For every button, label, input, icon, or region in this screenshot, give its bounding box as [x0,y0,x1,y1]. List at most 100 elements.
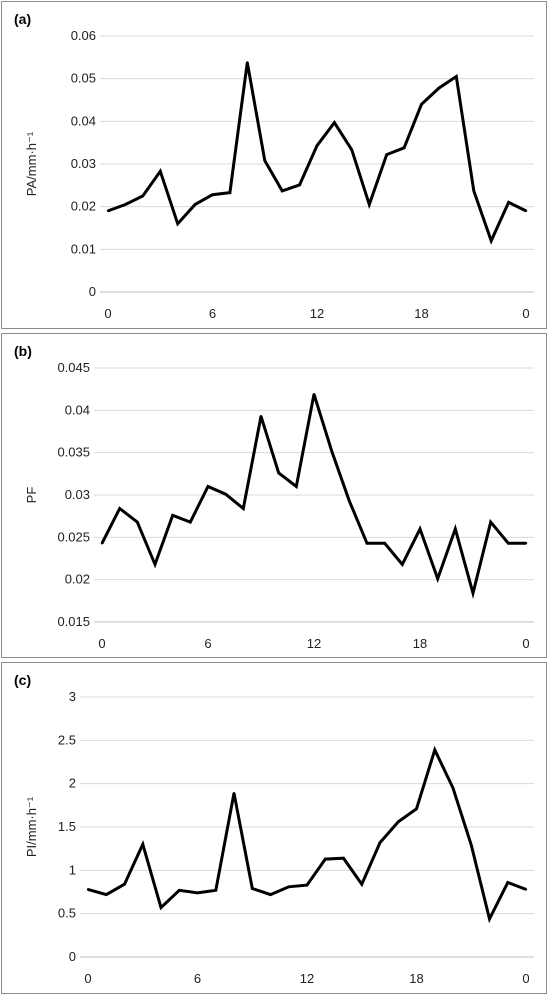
y-tick-a-3: 0.03 [71,156,96,171]
data-point-b-4 [171,514,174,517]
data-point-a-14 [350,148,354,152]
x-tick-b-3: 18 [413,636,427,651]
y-axis-label-b: PF [24,487,39,504]
data-point-b-14 [348,499,351,503]
data-point-c-16 [378,841,382,844]
data-point-a-17 [402,146,406,149]
data-point-a-11 [298,183,301,187]
data-point-c-7 [214,889,217,892]
y-tick-b-0: 0.015 [57,614,90,629]
data-point-c-0 [86,888,90,891]
y-tick-b-1: 0.02 [65,572,90,587]
x-tick-c-4: 0 [522,971,529,986]
data-point-c-2 [123,883,126,886]
panel-label-c: (c) [14,672,31,688]
data-point-b-17 [401,563,404,566]
y-tick-b-3: 0.03 [65,487,90,502]
data-point-b-1 [118,507,121,510]
x-tick-c-3: 18 [409,971,423,986]
data-point-c-15 [360,883,363,886]
data-point-a-6 [211,193,214,196]
chart-a: (a) 0 0.01 0.02 0.03 0.04 0.05 0.06 0 6 12 18 0 PA/mm… [14,11,534,321]
data-point-b-5 [189,520,192,524]
x-tick-c-1: 6 [194,971,201,986]
y-tick-c-6: 3 [69,689,76,704]
data-point-b-8 [242,507,245,510]
data-point-c-18 [415,807,418,810]
x-tick-a-0: 0 [104,306,111,321]
data-point-b-20 [454,527,457,531]
data-point-a-20 [455,75,458,78]
y-tick-c-3: 1.5 [58,819,76,834]
data-point-c-19 [433,748,436,752]
x-tick-b-2: 12 [307,636,321,651]
y-tick-a-6: 0.06 [71,28,96,43]
data-point-c-22 [488,917,491,921]
data-point-a-15 [368,203,371,206]
data-point-b-9 [259,415,263,418]
panel-c: (c) 0 0.5 1 1.5 2 2.5 3 0 6 12 18 0 PI/mm·h⁻¹ [1,662,547,994]
data-point-c-1 [105,893,108,896]
y-tick-c-4: 2 [69,776,76,791]
data-point-a-22 [489,239,493,242]
y-tick-a-4: 0.04 [71,113,96,128]
data-point-a-3 [159,170,162,173]
data-point-a-24 [524,209,528,213]
data-point-c-9 [251,887,254,890]
data-point-b-23 [507,542,510,545]
data-point-b-0 [100,542,104,545]
data-point-a-13 [333,121,336,124]
x-tick-a-1: 6 [209,306,216,321]
data-point-c-13 [324,857,327,861]
data-point-a-16 [385,153,388,156]
panel-label-b: (b) [14,343,32,359]
data-point-b-16 [383,542,386,545]
data-point-a-5 [193,203,197,206]
data-point-c-3 [141,843,144,846]
x-tick-c-2: 12 [300,971,314,986]
data-point-a-19 [437,86,441,90]
data-point-c-14 [342,857,345,860]
y-tick-c-2: 1 [69,862,76,877]
x-tick-a-2: 12 [310,306,324,321]
data-point-b-12 [312,393,316,396]
data-point-c-24 [524,888,528,891]
y-tick-a-2: 0.02 [71,199,96,214]
data-point-b-21 [471,592,475,595]
panel-a: (a) 0 0.01 0.02 0.03 0.04 0.05 0.06 0 6 12 18 0 PA/mm… [1,1,547,329]
data-point-a-21 [472,189,475,193]
y-axis-label-c: PI/mm·h⁻¹ [24,796,39,857]
data-point-b-15 [365,542,369,545]
data-point-b-22 [489,520,492,524]
data-point-b-19 [436,577,439,581]
y-tick-c-1: 0.5 [58,906,76,921]
data-point-b-3 [153,563,157,566]
data-point-b-13 [330,449,333,453]
y-tick-b-6: 0.045 [57,360,90,375]
data-point-c-17 [397,820,400,823]
data-point-c-21 [470,844,473,847]
chart-b: (b) 0.015 0.02 0.025 0.03 0.035 0.04 0.045 0 6 12 1… [14,343,534,651]
panel-b: (b) 0.015 0.02 0.025 0.03 0.035 0.04 0.045 0 6 12 1… [1,333,547,658]
x-tick-b-1: 6 [204,636,211,651]
data-point-a-12 [315,144,319,147]
data-point-a-23 [507,201,510,204]
data-point-a-9 [263,159,266,162]
y-tick-b-2: 0.025 [57,529,90,544]
x-tick-c-0: 0 [84,971,91,986]
data-point-c-12 [305,883,309,887]
series-line-b [100,393,526,600]
data-point-c-10 [269,893,272,896]
data-point-b-7 [224,492,227,496]
data-point-a-1 [124,203,127,206]
data-point-a-18 [420,103,423,106]
series-line-c [87,745,527,924]
data-point-c-20 [451,786,455,790]
data-point-b-11 [295,485,298,488]
data-point-a-7 [228,191,232,194]
data-point-c-5 [178,889,181,892]
data-point-c-8 [232,792,236,795]
data-point-b-2 [136,520,139,524]
y-tick-b-5: 0.04 [65,402,90,417]
x-tick-b-0: 0 [98,636,105,651]
